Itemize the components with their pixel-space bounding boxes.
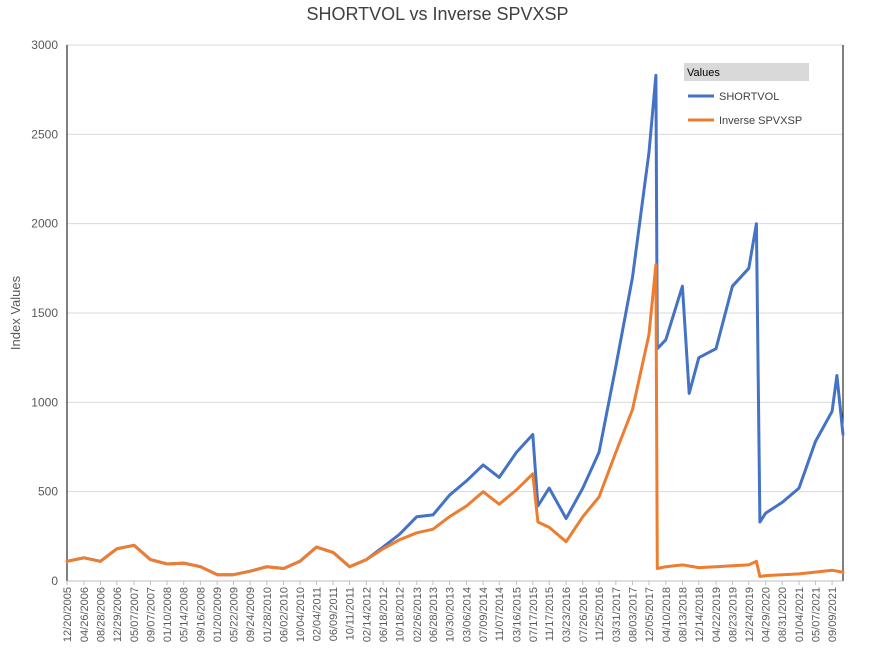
axes: 0 500 1000 1500 2000 2500 3000 12/20/2005 04/26/… [8, 38, 844, 642]
x-tick-label: 12/05/2017 [644, 587, 656, 642]
x-tick-label: 10/30/2013 [445, 587, 457, 642]
series-lines [65, 73, 845, 578]
x-tick-label: 12/20/2005 [62, 587, 74, 642]
x-tick-label: 05/07/2007 [129, 587, 141, 642]
x-tick-label: 12/14/2018 [694, 587, 706, 642]
y-tick-label: 1500 [31, 306, 58, 320]
series-line-shortvol [65, 73, 845, 577]
chart-title: SHORTVOL vs Inverse SPVXSP [306, 4, 569, 24]
x-tick-label: 01/28/2010 [262, 587, 274, 642]
x-tick-label: 07/26/2016 [578, 587, 590, 642]
x-tick-label: 01/04/2021 [794, 587, 806, 642]
y-tick-label: 0 [51, 574, 58, 588]
x-tick-label: 12/29/2006 [112, 587, 124, 642]
x-tick-label: 03/23/2016 [561, 587, 573, 642]
y-tick-label: 1000 [31, 395, 58, 409]
x-tick-label: 05/22/2009 [228, 587, 240, 642]
x-tick-label: 11/07/2014 [494, 587, 506, 641]
series-line-inverse-spvxsp [65, 263, 845, 578]
legend-entry: SHORTVOL [719, 91, 779, 103]
x-tick-label: 08/13/2018 [677, 587, 689, 642]
x-tick-label: 02/04/2011 [311, 587, 323, 641]
y-tick-label: 500 [38, 485, 58, 499]
x-tick-label: 02/14/2012 [361, 587, 373, 642]
x-tick-label: 01/10/2008 [162, 587, 174, 642]
x-tick-label: 04/22/2019 [711, 587, 723, 642]
x-tick-label: 03/31/2017 [611, 587, 623, 642]
x-tick-label: 09/09/2021 [827, 587, 839, 642]
x-tick-label: 08/31/2020 [777, 587, 789, 642]
y-axis-label: Index Values [8, 275, 23, 350]
x-tick-label: 10/04/2010 [295, 587, 307, 642]
y-tick-label: 2000 [31, 217, 58, 231]
x-tick-label: 10/18/2012 [394, 587, 406, 642]
x-tick-label: 08/03/2017 [627, 587, 639, 642]
x-tick-label: 03/16/2015 [511, 587, 523, 642]
x-tick-label: 04/26/2006 [79, 587, 91, 642]
y-tick-label: 3000 [31, 38, 58, 52]
x-tick-label: 11/17/2015 [544, 587, 556, 641]
x-tick-label: 06/18/2012 [378, 587, 390, 642]
x-tick-label: 09/07/2007 [145, 587, 157, 642]
x-tick-label: 01/20/2009 [212, 587, 224, 642]
legend: Values SHORTVOL Inverse SPVXSP [684, 63, 809, 127]
x-tick-label: 11/25/2016 [594, 587, 606, 641]
y-tick-label: 2500 [31, 127, 58, 141]
x-tick-label: 07/17/2015 [528, 587, 540, 642]
x-tick-label: 06/02/2010 [279, 587, 291, 642]
x-tick-label: 04/29/2020 [761, 587, 773, 642]
x-tick-label: 07/09/2014 [478, 587, 490, 642]
x-tick-label: 08/23/2019 [727, 587, 739, 642]
x-tick-label: 06/28/2013 [428, 587, 440, 642]
legend-entry: Inverse SPVXSP [719, 115, 802, 127]
legend-title: Values [687, 67, 720, 79]
x-tick-label: 06/09/2011 [328, 587, 340, 641]
x-tick-label: 09/24/2009 [245, 587, 257, 642]
x-tick-label: 12/24/2019 [744, 587, 756, 642]
x-tick-label: 05/14/2008 [179, 587, 191, 642]
x-tick-label: 04/10/2018 [661, 587, 673, 642]
x-tick-label: 03/06/2014 [461, 587, 473, 642]
x-tick-label: 08/28/2006 [95, 587, 107, 642]
x-tick-label: 05/07/2021 [810, 587, 822, 642]
legend-title-box [684, 63, 809, 81]
x-tick-label: 10/11/2011 [345, 587, 357, 640]
x-tick-label: 09/16/2008 [195, 587, 207, 642]
x-tick-label: 02/26/2013 [412, 587, 424, 642]
